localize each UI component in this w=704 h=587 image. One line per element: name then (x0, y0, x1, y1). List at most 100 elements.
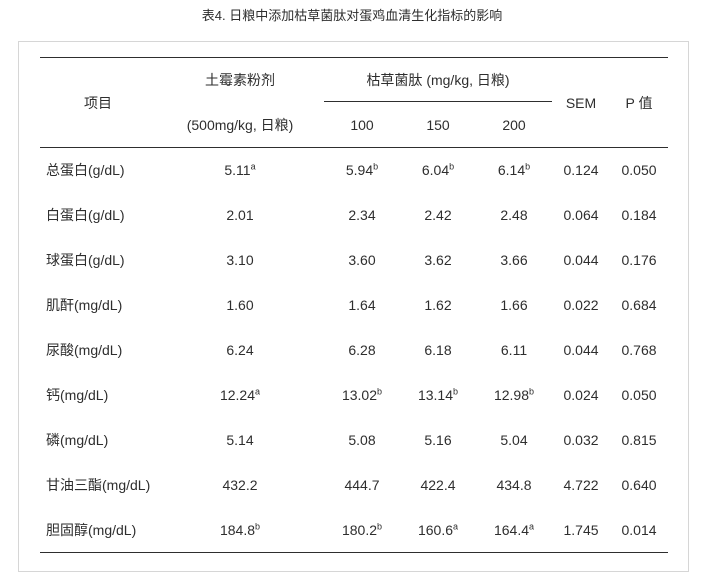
value-cell: 0.184 (610, 193, 668, 238)
cell-value: 0.024 (563, 387, 599, 403)
table-row: 总蛋白(g/dL) 5.11a 5.94b 6.04b 6.14b 0.124 0.050 (40, 148, 668, 193)
value-cell: 0.032 (552, 418, 610, 463)
cell-value: 3.62 (424, 252, 452, 268)
cell-value: 1.62 (424, 297, 452, 313)
cell-value: 164.4 (493, 521, 530, 538)
column-header-oxytetracycline: 土霉素粉剂 (500mg/kg, 日粮) (156, 57, 324, 148)
value-cell: 1.66 (476, 283, 552, 328)
cell-value: 1.64 (348, 297, 376, 313)
cell-value: 432.2 (222, 477, 258, 493)
value-cell: 5.08 (324, 418, 400, 463)
cell-value: 2.48 (500, 207, 528, 223)
row-item-label: 磷(mg/dL) (46, 432, 109, 448)
significance-superscript: a (250, 161, 256, 172)
significance-superscript: b (255, 521, 261, 532)
cell-value: 422.4 (420, 477, 456, 493)
significance-superscript: b (377, 386, 383, 397)
cell-value: 3.66 (500, 252, 528, 268)
value-cell: 1.745 (552, 508, 610, 553)
value-cell: 184.8b (156, 508, 324, 553)
cell-value: 184.8 (219, 521, 256, 538)
value-cell: 0.064 (552, 193, 610, 238)
cell-value: 0.032 (563, 432, 599, 448)
value-cell: 0.044 (552, 328, 610, 373)
table-row: 肌酐(mg/dL) 1.60 1.64 1.62 1.66 0.022 0.684 (40, 283, 668, 328)
value-cell: 6.18 (400, 328, 476, 373)
cell-value: 1.60 (226, 297, 254, 313)
value-cell: 4.722 (552, 463, 610, 508)
cell-value: 13.14 (417, 387, 454, 403)
significance-superscript: b (377, 521, 383, 532)
value-cell: 0.024 (552, 373, 610, 418)
table-header: 项目 土霉素粉剂 (500mg/kg, 日粮) 枯草菌肽 (mg/kg, 日粮)… (40, 57, 669, 148)
value-cell: 6.24 (156, 328, 324, 373)
cell-value: 0.064 (563, 207, 599, 223)
value-cell: 1.60 (156, 283, 324, 328)
cell-value: 6.24 (226, 342, 254, 358)
cell-value: 5.94 (345, 162, 374, 179)
cell-value: 0.044 (563, 342, 599, 358)
cell-value: 13.02 (341, 387, 378, 403)
value-cell: 2.01 (156, 193, 324, 238)
value-cell: 6.28 (324, 328, 400, 373)
cell-value: 12.98 (493, 387, 530, 403)
cell-value: 444.7 (344, 477, 380, 493)
cell-value: 0.184 (621, 207, 657, 223)
value-cell: 3.62 (400, 238, 476, 283)
value-cell: 432.2 (156, 463, 324, 508)
table-row: 磷(mg/dL) 5.14 5.08 5.16 5.04 0.032 0.815 (40, 418, 668, 463)
value-cell: 6.14b (476, 148, 552, 193)
cell-value: 3.10 (226, 252, 254, 268)
cell-value: 6.14 (497, 162, 526, 179)
value-cell: 444.7 (324, 463, 400, 508)
row-item-label: 球蛋白(g/dL) (46, 252, 125, 268)
significance-superscript: b (529, 386, 535, 397)
cell-value: 0.044 (563, 252, 599, 268)
value-cell: 12.98b (476, 373, 552, 418)
row-item-label: 白蛋白(g/dL) (46, 207, 125, 223)
biochem-table: 项目 土霉素粉剂 (500mg/kg, 日粮) 枯草菌肽 (mg/kg, 日粮)… (40, 57, 669, 553)
value-cell: 434.8 (476, 463, 552, 508)
cell-value: 6.04 (421, 162, 450, 179)
value-cell: 2.48 (476, 193, 552, 238)
value-cell: 13.14b (400, 373, 476, 418)
value-cell: 164.4a (476, 508, 552, 553)
cell-value: 5.14 (226, 432, 254, 448)
table-row: 钙(mg/dL) 12.24a 13.02b 13.14b 12.98b 0.024 0.0… (40, 373, 668, 418)
significance-superscript: a (453, 521, 459, 532)
cell-value: 6.11 (500, 342, 528, 358)
cell-value: 5.08 (348, 432, 376, 448)
row-item-label: 肌酐(mg/dL) (46, 297, 123, 313)
cell-value: 180.2 (341, 521, 378, 538)
row-item-label: 尿酸(mg/dL) (46, 342, 123, 358)
value-cell: 5.04 (476, 418, 552, 463)
cell-value: 0.768 (621, 342, 657, 358)
column-header-pvalue: P 值 (610, 57, 669, 148)
cell-value: 1.66 (500, 297, 528, 313)
table-row: 甘油三酯(mg/dL) 432.2 444.7 422.4 434.8 4.722 0.64… (40, 463, 668, 508)
value-cell: 422.4 (400, 463, 476, 508)
cell-value: 2.42 (424, 207, 452, 223)
cell-value: 0.050 (621, 162, 657, 179)
significance-superscript: b (373, 161, 379, 172)
value-cell: 13.02b (324, 373, 400, 418)
cell-value: 0.124 (563, 162, 599, 179)
cell-value: 0.640 (621, 477, 657, 493)
row-item-label: 总蛋白(g/dL) (46, 162, 125, 179)
significance-superscript: b (449, 161, 455, 172)
column-group-bacitracin: 枯草菌肽 (mg/kg, 日粮) (324, 57, 553, 103)
table-title: 表4. 日粮中添加枯草菌肽对蛋鸡血清生化指标的影响 (201, 8, 503, 23)
cell-value: 2.34 (348, 207, 376, 223)
value-cell: 0.640 (610, 463, 668, 508)
column-header-dose-200: 200 (476, 101, 553, 148)
column-header-sem: SEM (552, 57, 611, 148)
cell-value: 5.11 (224, 162, 251, 179)
cell-value: 0.684 (621, 297, 657, 313)
value-cell: 0.684 (610, 283, 668, 328)
table-panel: 项目 土霉素粉剂 (500mg/kg, 日粮) 枯草菌肽 (mg/kg, 日粮)… (18, 41, 689, 572)
value-cell: 2.42 (400, 193, 476, 238)
significance-superscript: a (255, 386, 261, 397)
cell-value: 0.050 (621, 387, 657, 403)
cell-value: 1.745 (563, 521, 599, 538)
value-cell: 0.050 (610, 148, 668, 193)
